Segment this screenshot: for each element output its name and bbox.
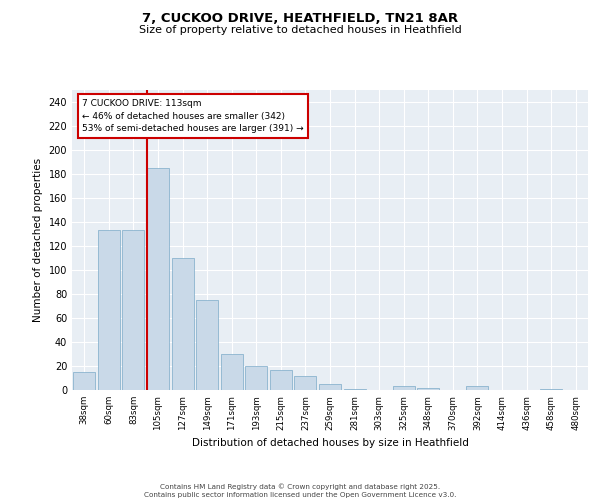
Bar xyxy=(147,168,169,390)
Text: Size of property relative to detached houses in Heathfield: Size of property relative to detached ho… xyxy=(139,25,461,35)
Bar xyxy=(122,230,145,390)
Bar xyxy=(295,376,316,390)
Bar xyxy=(319,384,341,390)
Bar xyxy=(344,389,365,390)
Bar xyxy=(392,386,415,390)
Bar xyxy=(466,386,488,390)
Text: 7, CUCKOO DRIVE, HEATHFIELD, TN21 8AR: 7, CUCKOO DRIVE, HEATHFIELD, TN21 8AR xyxy=(142,12,458,26)
Y-axis label: Number of detached properties: Number of detached properties xyxy=(33,158,43,322)
Bar xyxy=(245,366,268,390)
Bar xyxy=(270,370,292,390)
Bar xyxy=(73,372,95,390)
Bar xyxy=(417,388,439,390)
X-axis label: Distribution of detached houses by size in Heathfield: Distribution of detached houses by size … xyxy=(191,438,469,448)
Text: Contains HM Land Registry data © Crown copyright and database right 2025.
Contai: Contains HM Land Registry data © Crown c… xyxy=(144,484,456,498)
Bar xyxy=(540,389,562,390)
Bar xyxy=(98,230,120,390)
Text: 7 CUCKOO DRIVE: 113sqm
← 46% of detached houses are smaller (342)
53% of semi-de: 7 CUCKOO DRIVE: 113sqm ← 46% of detached… xyxy=(82,99,304,133)
Bar xyxy=(221,354,243,390)
Bar xyxy=(196,300,218,390)
Bar xyxy=(172,258,194,390)
